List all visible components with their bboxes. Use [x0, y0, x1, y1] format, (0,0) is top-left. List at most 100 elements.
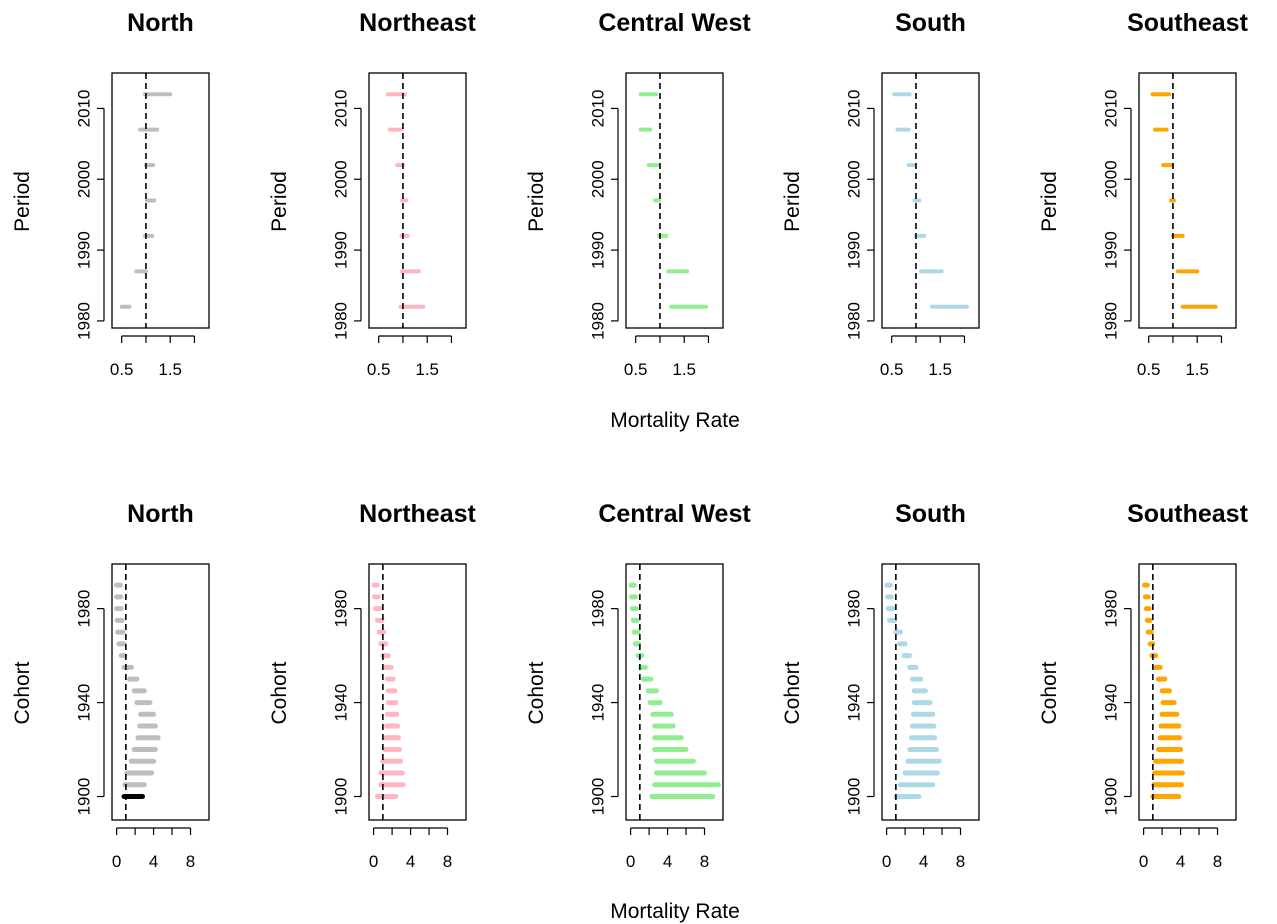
plot-frame — [368, 72, 467, 329]
y-tick-label: 2010 — [331, 90, 350, 128]
y-tick-label: 2010 — [844, 90, 863, 128]
y-axis-label: Cohort — [525, 661, 548, 724]
y-tick-label: 2000 — [844, 160, 863, 198]
panel-period-southeast: Southeast Period 0.5 1.5 1980 1990 2000 2010 — [1038, 9, 1249, 379]
x-tick-label: 1.5 — [1185, 360, 1209, 379]
x-tick-label: 0.5 — [1137, 360, 1161, 379]
x-tick-label: 0.5 — [367, 360, 391, 379]
y-tick-label: 1940 — [1101, 684, 1120, 722]
x-tick-label: 8 — [700, 852, 709, 871]
y-axis-label: Cohort — [11, 661, 34, 724]
y-tick-label: 1980 — [1101, 590, 1120, 628]
panel-period-north: North Period 0.5 1.5 1980 1990 2000 2010 — [11, 9, 210, 379]
x-tick-label: 8 — [956, 852, 965, 871]
panel-title: Southeast — [1127, 9, 1249, 37]
panel-cohort-south: South Cohort 0 4 8 1900 1940 1980 — [781, 500, 980, 871]
y-tick-label: 1990 — [588, 231, 607, 269]
y-tick-label: 1900 — [1101, 778, 1120, 816]
plot-frame — [625, 563, 724, 821]
x-tick-label: 0 — [112, 852, 121, 871]
panel-title: South — [895, 500, 966, 528]
y-axis-label: Period — [268, 171, 291, 232]
y-tick-label: 1900 — [331, 778, 350, 816]
plot-frame — [881, 72, 980, 329]
panel-title: Central West — [598, 9, 751, 37]
y-tick-label: 2000 — [331, 160, 350, 198]
y-tick-label: 1940 — [588, 684, 607, 722]
x-tick-label: 4 — [406, 852, 415, 871]
y-tick-label: 1980 — [74, 590, 93, 628]
y-axis-label: Cohort — [781, 661, 804, 724]
x-tick-label: 4 — [149, 852, 158, 871]
y-tick-label: 2010 — [588, 90, 607, 128]
panel-title: Northeast — [359, 500, 476, 528]
y-tick-label: 1900 — [844, 778, 863, 816]
panel-cohort-north: North Cohort 0 4 8 1900 1940 1980 — [11, 500, 210, 871]
plot-frame — [111, 72, 210, 329]
y-tick-label: 1990 — [1101, 231, 1120, 269]
x-tick-label: 8 — [186, 852, 195, 871]
x-tick-label: 1.5 — [672, 360, 696, 379]
y-tick-label: 1940 — [74, 684, 93, 722]
y-tick-label: 1900 — [588, 778, 607, 816]
y-tick-label: 1980 — [1101, 302, 1120, 340]
x-tick-label: 4 — [1176, 852, 1185, 871]
panel-title: South — [895, 9, 966, 37]
y-tick-label: 1980 — [331, 590, 350, 628]
y-tick-label: 1940 — [331, 684, 350, 722]
plot-frame — [368, 563, 467, 821]
panel-period-central-west: Central West Period 0.5 1.5 1980 1990 2000 2010 — [525, 9, 751, 379]
x-tick-label: 0 — [626, 852, 635, 871]
y-tick-label: 1980 — [588, 302, 607, 340]
plot-frame — [1138, 563, 1237, 821]
x-axis-label-bottom: Mortality Rate — [610, 900, 740, 923]
x-tick-label: 1.5 — [415, 360, 439, 379]
x-tick-label: 1.5 — [158, 360, 182, 379]
y-axis-label: Cohort — [268, 661, 291, 724]
y-tick-label: 1980 — [844, 590, 863, 628]
panel-cohort-northeast: Northeast Cohort 0 4 8 1900 1940 1980 — [268, 500, 477, 871]
x-tick-label: 0.5 — [110, 360, 134, 379]
x-tick-label: 0 — [369, 852, 378, 871]
panel-cohort-central-west: Central West Cohort 0 4 8 1900 1940 1980 — [525, 500, 751, 871]
y-tick-label: 1990 — [331, 231, 350, 269]
y-tick-label: 1990 — [74, 231, 93, 269]
panel-title: North — [127, 500, 194, 528]
plot-frame — [625, 72, 724, 329]
x-tick-label: 4 — [663, 852, 672, 871]
panel-period-northeast: Northeast Period 0.5 1.5 1980 1990 2000 2010 — [268, 9, 477, 379]
x-tick-label: 0.5 — [624, 360, 648, 379]
x-tick-label: 8 — [1213, 852, 1222, 871]
panel-period-south: South Period 0.5 1.5 1980 1990 2000 2010 — [781, 9, 980, 379]
x-tick-label: 0 — [882, 852, 891, 871]
x-tick-label: 8 — [443, 852, 452, 871]
y-tick-label: 2010 — [1101, 90, 1120, 128]
y-tick-label: 2000 — [74, 160, 93, 198]
panel-title: North — [127, 9, 194, 37]
panels-group: North Period 0.5 1.5 1980 1990 2000 2010 Northea… — [11, 9, 1249, 871]
y-tick-label: 1980 — [844, 302, 863, 340]
y-tick-label: 1900 — [74, 778, 93, 816]
plot-frame — [1138, 72, 1237, 329]
panel-cohort-southeast: Southeast Cohort 0 4 8 1900 1940 1980 — [1038, 500, 1249, 871]
x-tick-label: 0 — [1139, 852, 1148, 871]
panel-title: Northeast — [359, 9, 476, 37]
y-tick-label: 1940 — [844, 684, 863, 722]
plot-frame — [111, 563, 210, 821]
x-tick-label: 1.5 — [928, 360, 952, 379]
x-tick-label: 0.5 — [880, 360, 904, 379]
y-tick-label: 1980 — [74, 302, 93, 340]
x-tick-label: 4 — [919, 852, 928, 871]
y-tick-label: 1980 — [588, 590, 607, 628]
y-tick-label: 2000 — [588, 160, 607, 198]
y-axis-label: Period — [1038, 171, 1061, 232]
x-axis-label-top: Mortality Rate — [610, 409, 740, 432]
y-tick-label: 2000 — [1101, 160, 1120, 198]
y-axis-label: Period — [781, 171, 804, 232]
y-axis-label: Period — [525, 171, 548, 232]
plot-frame — [881, 563, 980, 821]
y-tick-label: 2010 — [74, 90, 93, 128]
panel-title: Southeast — [1127, 500, 1249, 528]
y-axis-label: Cohort — [1038, 661, 1061, 724]
